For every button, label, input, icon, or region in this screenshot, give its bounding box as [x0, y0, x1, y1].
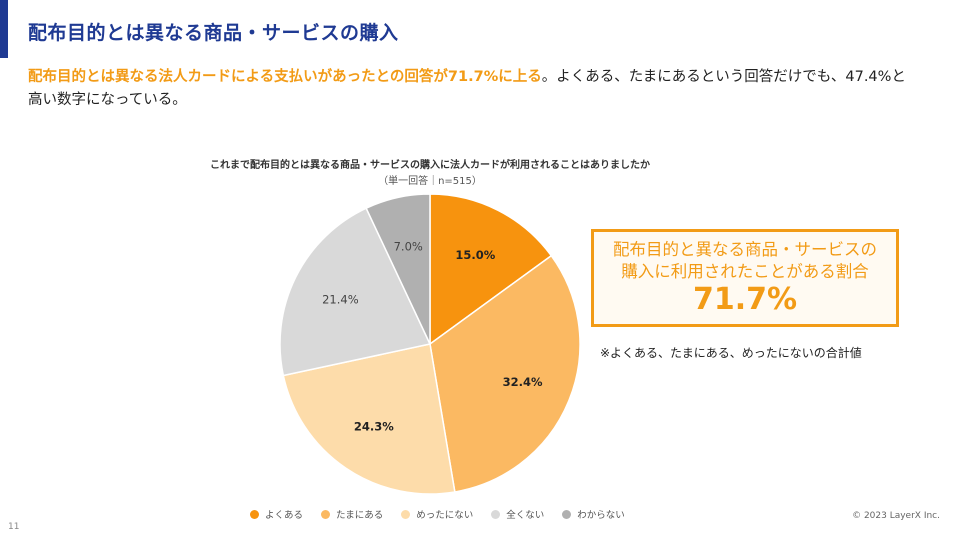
legend-item: たまにある — [321, 507, 383, 521]
page-number: 11 — [8, 522, 20, 532]
legend-label: よくある — [265, 510, 304, 521]
chart-legend: よくある たまにある めったにない 全くない わからない — [250, 507, 625, 521]
legend-item: 全くない — [491, 507, 544, 521]
pie-slice — [365, 193, 431, 345]
title-accent-bar — [0, 0, 8, 58]
pie-slice — [279, 207, 432, 377]
pie-slice — [429, 193, 553, 346]
pie-chart: 15.0% 32.4% 24.3% 21.4% 7.0% — [279, 193, 581, 495]
legend-item: よくある — [250, 507, 303, 521]
legend-swatch — [491, 509, 501, 519]
pie-slice-label: 15.0% — [455, 248, 495, 262]
legend-item: わからない — [562, 507, 625, 521]
lead-text: 配布目的とは異なる法人カードによる支払いがあったとの回答が71.7%に上る。よく… — [28, 66, 908, 112]
legend-swatch — [321, 509, 331, 519]
slide-title: 配布目的とは異なる商品・サービスの購入 — [28, 22, 399, 44]
callout-line-2: 購入に利用されたことがある割合 — [621, 262, 869, 281]
callout-line-1: 配布目的と異なる商品・サービスの — [613, 240, 877, 259]
legend-label: 全くない — [506, 510, 545, 521]
copyright: © 2023 LayerX Inc. — [852, 511, 940, 521]
pie-slice-label: 32.4% — [503, 375, 543, 389]
chart-title: これまで配布目的とは異なる商品・サービスの購入に法人カードが利用されることはあり… — [210, 160, 650, 171]
chart-subtitle: （単一回答｜n=515） — [378, 176, 482, 187]
legend-label: わからない — [577, 510, 625, 521]
legend-item: めったにない — [401, 507, 473, 521]
legend-swatch — [562, 509, 572, 519]
legend-swatch — [250, 509, 259, 519]
callout-box: 配布目的と異なる商品・サービスの 購入に利用されたことがある割合 71.7% — [591, 229, 899, 327]
lead-rest: 。よくある、たまにあるという回答だけでも、47.4%と高い数字になっている。 — [28, 69, 906, 108]
pie-slice-label: 24.3% — [354, 420, 394, 434]
pie-slice-label: 7.0% — [394, 239, 423, 253]
pie-slice — [282, 343, 456, 495]
pie-slice — [429, 254, 581, 493]
legend-label: めったにない — [416, 510, 474, 521]
footnote: ※よくある、たまにある、めったにないの合計値 — [600, 346, 862, 360]
callout-value: 71.7% — [692, 282, 798, 317]
lead-highlight: 配布目的とは異なる法人カードによる支払いがあったとの回答が71.7%に上る — [28, 69, 542, 85]
legend-swatch — [401, 509, 411, 519]
pie-slice-label: 21.4% — [322, 293, 359, 307]
legend-label: たまにある — [336, 510, 384, 521]
